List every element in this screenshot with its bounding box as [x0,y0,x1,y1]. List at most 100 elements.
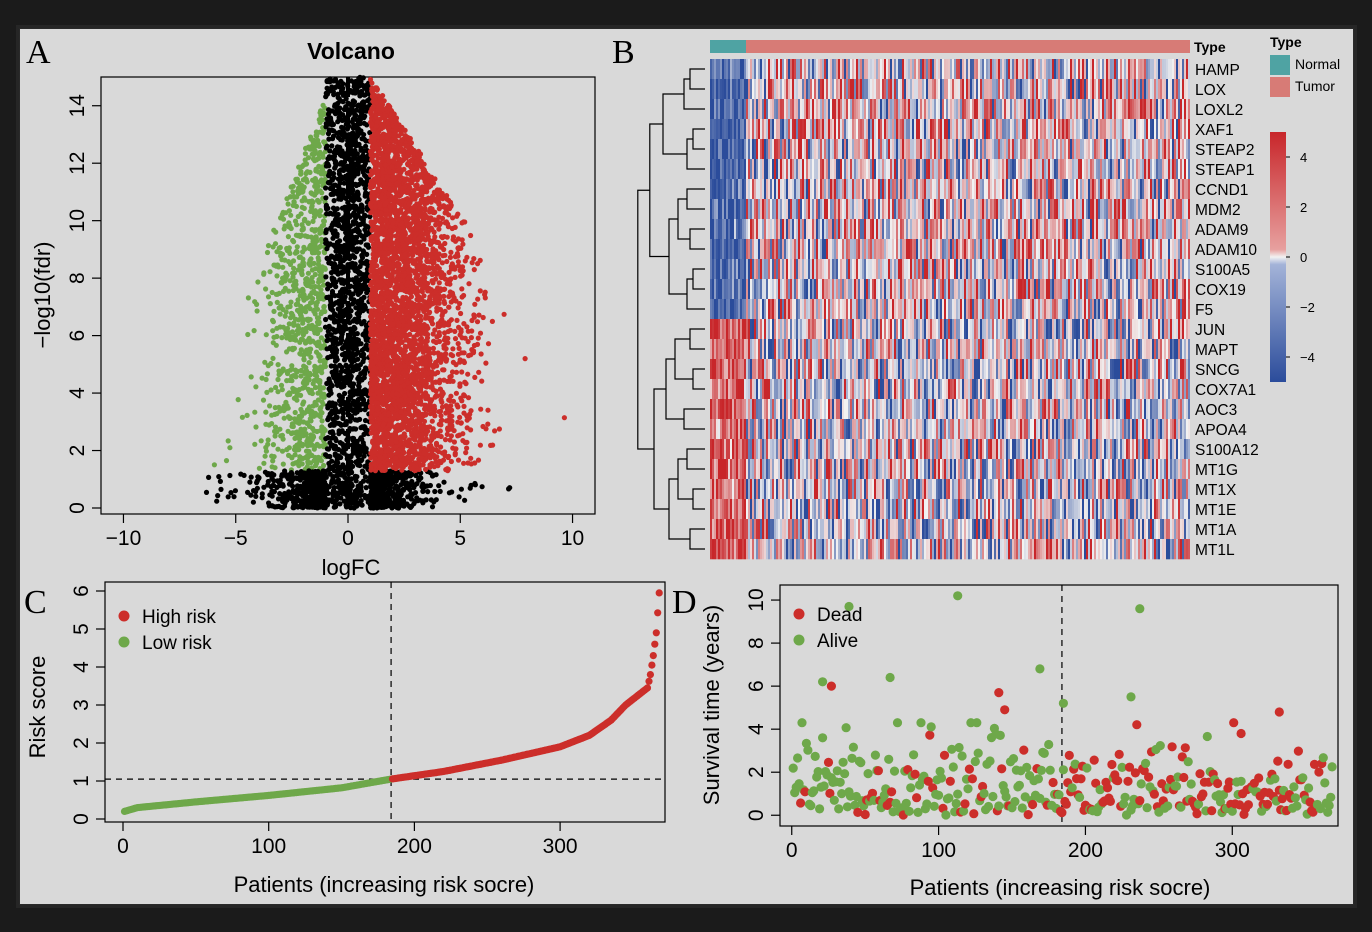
volcano-point [318,435,324,441]
volcano-point [274,273,280,279]
volcano-point [294,194,300,200]
volcano-point [361,307,367,313]
volcano-point [211,462,217,468]
volcano-point [362,227,368,233]
volcano-point [291,322,297,328]
volcano-point [283,270,289,276]
volcano-point [340,277,346,284]
volcano-point [331,445,337,451]
volcano-point [248,374,254,380]
volcano-point [379,474,385,480]
volcano-point [312,311,318,317]
volcano-point [335,379,342,385]
volcano-point [315,378,321,384]
volcano-point [298,469,304,475]
volcano-point [339,472,345,478]
volcano-point [318,177,325,183]
volcano-point [293,332,299,339]
volcano-point [334,253,340,259]
volcano-point [334,420,341,426]
volcano-point [313,132,319,139]
volcano-point [479,378,485,384]
volcano-point [363,335,369,341]
volcano-point [327,440,333,446]
volcano-point [284,403,290,409]
volcano-point [271,478,277,484]
volcano-point [324,143,330,149]
volcano-point [298,313,304,319]
volcano-point [522,356,528,362]
volcano-point [333,163,339,169]
volcano-point [275,446,281,452]
volcano-point [287,278,293,284]
volcano-point [323,185,329,191]
volcano-point [347,389,353,395]
volcano-point [325,111,332,117]
volcano-point [311,260,317,266]
volcano-point [344,163,350,169]
volcano-point [287,330,293,336]
volcano-point [312,266,319,272]
volcano-point [330,191,336,197]
volcano-point [282,313,288,319]
volcano-point [262,453,268,459]
volcano-point [464,254,470,260]
volcano-point [298,373,304,379]
volcano-point [315,339,321,345]
volcano-point [265,294,272,300]
volcano-point [290,237,296,244]
volcano-point [333,368,339,374]
volcano-point [363,232,369,238]
volcano-points [203,74,568,511]
volcano-point [327,388,333,394]
volcano-point [318,405,324,411]
volcano-point [455,457,462,463]
volcano-point [300,256,306,262]
volcano-point [264,249,271,256]
volcano-point [316,199,322,205]
volcano-point [270,442,276,448]
volcano-point [353,107,359,113]
volcano-point [396,503,402,509]
volcano-point [439,260,445,266]
volcano-point [349,197,355,203]
volcano-point [297,233,303,239]
volcano-point [355,305,361,311]
volcano-point [317,110,324,116]
volcano-point [333,284,339,290]
volcano-point [370,501,377,507]
volcano-point [419,484,425,490]
volcano-point [275,362,281,368]
volcano-point [301,357,307,363]
volcano-point [385,500,391,506]
volcano-point [357,388,363,395]
volcano-point [337,312,343,318]
volcano-point [363,173,369,180]
volcano-point [361,275,367,281]
volcano-point [297,491,304,497]
volcano-point [312,367,318,374]
volcano-point [339,137,345,143]
volcano-point [313,498,319,504]
volcano-point [333,414,339,420]
volcano-point [274,333,280,340]
volcano-point [294,429,300,435]
volcano-point [317,353,323,359]
volcano-point [321,222,327,228]
volcano-point [261,460,267,466]
volcano-point [304,407,311,413]
volcano-point [315,261,322,268]
volcano-point [331,268,337,274]
volcano-point [296,180,302,186]
volcano-point [331,336,337,342]
volcano-point [286,321,292,327]
volcano-point [305,504,311,510]
volcano-point [360,478,367,484]
volcano-point [331,156,337,163]
volcano-point [206,474,212,480]
volcano-point [352,417,358,423]
volcano-point [306,441,312,447]
volcano-point [329,409,335,415]
volcano-point [323,195,329,201]
volcano-point [280,216,287,222]
